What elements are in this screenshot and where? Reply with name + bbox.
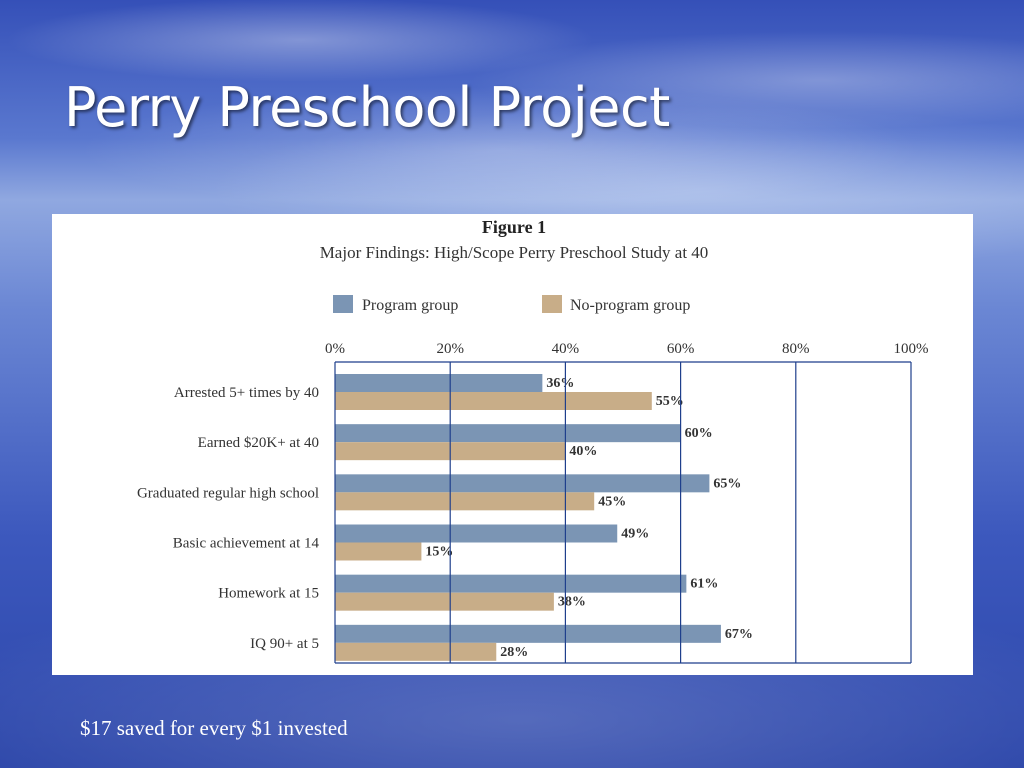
bar-value-label: 65%	[713, 476, 741, 491]
slide-title: Perry Preschool Project	[64, 76, 670, 139]
bar-program	[335, 474, 710, 493]
bar-value-label: 61%	[690, 577, 718, 592]
x-tick-label: 100%	[894, 341, 929, 357]
category-label: Homework at 15	[218, 586, 319, 602]
bar-program	[335, 574, 687, 593]
x-tick-label: 80%	[782, 341, 810, 357]
bar-value-label: 28%	[500, 645, 528, 660]
bar-program	[335, 374, 543, 392]
x-tick-label: 0%	[325, 341, 345, 357]
legend-swatch-program	[333, 295, 353, 313]
bar-value-label: 67%	[725, 627, 753, 642]
legend-swatch-no-program	[542, 295, 562, 313]
category-label: Basic achievement at 14	[173, 536, 320, 552]
legend-label-no-program: No-program group	[570, 297, 690, 314]
x-tick-label: 40%	[552, 341, 580, 357]
footer-note: $17 saved for every $1 invested	[80, 716, 348, 740]
bar-value-label: 45%	[598, 494, 626, 509]
figure-panel: Figure 1 Major Findings: High/Scope Perr…	[52, 214, 973, 675]
bar-program	[335, 624, 721, 643]
x-tick-label: 20%	[436, 341, 464, 357]
category-label: Graduated regular high school	[137, 485, 319, 501]
bar-value-label: 40%	[569, 444, 597, 459]
bar-no-program	[335, 592, 554, 611]
category-label: Arrested 5+ times by 40	[174, 385, 319, 401]
bar-no-program	[335, 542, 422, 561]
bar-program	[335, 524, 618, 543]
bar-chart: Figure 1 Major Findings: High/Scope Perr…	[137, 217, 929, 664]
bar-program	[335, 424, 681, 443]
category-label: IQ 90+ at 5	[250, 636, 319, 652]
legend-label-program: Program group	[362, 297, 458, 314]
bar-value-label: 36%	[546, 376, 574, 391]
plot-area: 0% 20% 40% 60% 80% 100% Arrested 5+ times by 4…	[137, 341, 929, 664]
chart-subtitle: Major Findings: High/Scope Perry Prescho…	[320, 243, 709, 262]
bar-value-label: 49%	[621, 527, 649, 542]
bar-no-program	[335, 642, 497, 661]
x-tick-label: 60%	[667, 341, 695, 357]
bar-value-label: 60%	[685, 426, 713, 441]
bar-no-program	[335, 392, 652, 410]
bar-no-program	[335, 492, 595, 511]
chart-title: Figure 1	[482, 217, 546, 237]
bar-value-label: 38%	[558, 595, 586, 610]
bar-value-label: 15%	[425, 545, 453, 560]
category-label: Earned $20K+ at 40	[198, 435, 319, 451]
bar-value-label: 55%	[656, 394, 684, 409]
